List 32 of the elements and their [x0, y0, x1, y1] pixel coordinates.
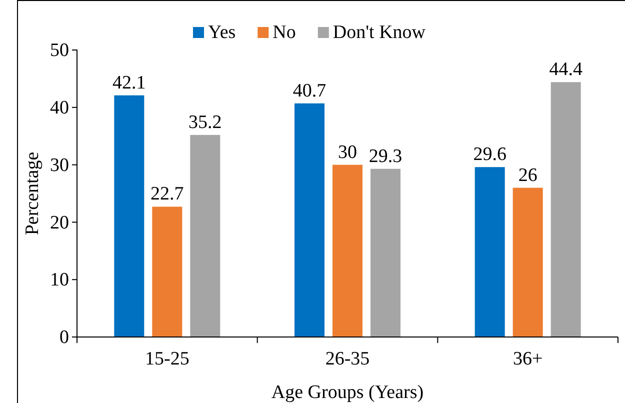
data-label: 42.1: [112, 72, 146, 94]
y-tick-label: 50: [50, 40, 69, 62]
y-tick-label: 20: [50, 212, 69, 234]
data-label: 26: [518, 164, 538, 186]
bar: [512, 188, 543, 337]
bar: [114, 95, 144, 337]
legend-label: Yes: [208, 22, 236, 43]
x-axis-title: Age Groups (Years): [271, 382, 424, 403]
y-tick-label: 0: [60, 327, 69, 348]
legend-label: Don't Know: [332, 22, 426, 43]
bar: [294, 103, 324, 337]
x-tick-label: 15-25: [145, 348, 190, 370]
data-label: 35.2: [188, 112, 222, 133]
y-tick-label: 30: [50, 154, 69, 176]
bar: [152, 206, 182, 337]
bar: [190, 134, 220, 337]
bar: [332, 164, 362, 337]
y-axis-title: Percentage: [22, 152, 43, 236]
data-label: 29.6: [473, 144, 506, 166]
data-label: 30: [338, 142, 357, 163]
y-tick-label: 40: [50, 97, 69, 118]
data-label: 44.4: [549, 59, 583, 80]
bar: [474, 167, 505, 337]
data-label: 29.3: [368, 146, 402, 167]
data-label: 40.7: [292, 80, 326, 102]
y-tick-label: 10: [50, 270, 69, 291]
bar: [550, 82, 581, 337]
x-tick-label: 26-35: [325, 348, 370, 370]
legend-label: No: [272, 22, 296, 43]
data-label: 22.7: [150, 184, 184, 205]
x-tick-label: 36+: [512, 348, 543, 370]
bar: [370, 168, 400, 337]
